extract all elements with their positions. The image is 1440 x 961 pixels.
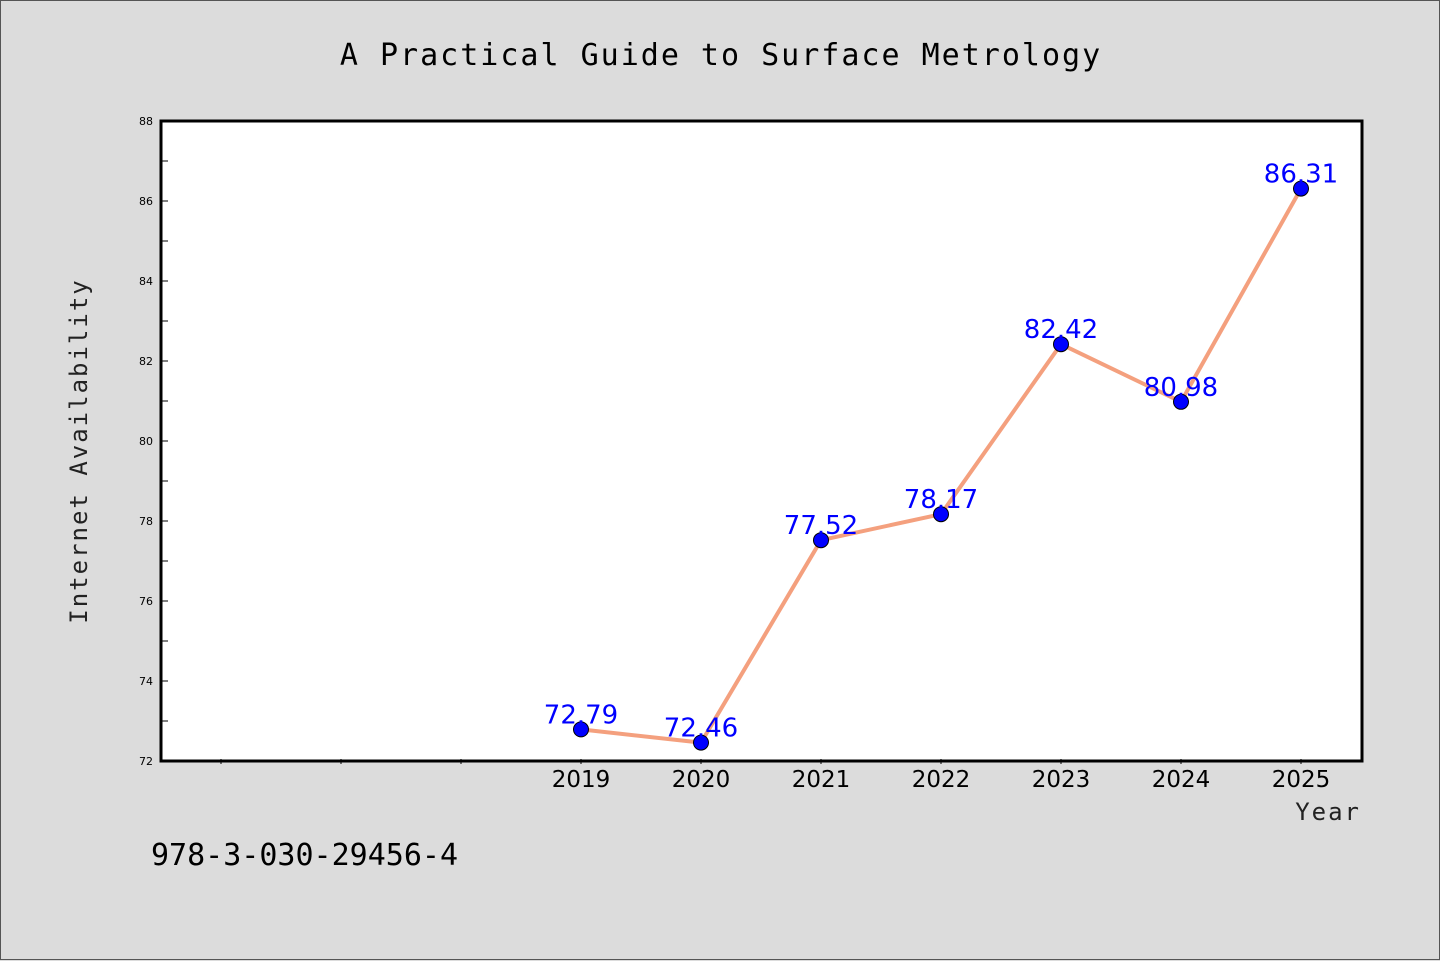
- data-point-2024: [1173, 393, 1189, 410]
- data-label-2019: 72.79: [544, 700, 618, 730]
- x-tick-label-2023: 2023: [1032, 767, 1091, 793]
- y-axis-ticks: 72 74 76 78 80 82 84 86 88: [139, 115, 168, 768]
- data-labels: 72.79 72.46 77.52 78.17 82.42 80.98 86.31: [544, 160, 1338, 744]
- data-points: [573, 180, 1309, 751]
- y-tick-label-88: 88: [139, 115, 153, 128]
- x-tick-label-2025: 2025: [1272, 767, 1331, 793]
- data-point-2022: [933, 506, 949, 523]
- data-label-2023: 82.42: [1024, 315, 1098, 345]
- x-tick-label-2020: 2020: [672, 767, 731, 793]
- x-tick-label-2019: 2019: [552, 767, 611, 793]
- x-tick-label-2024: 2024: [1152, 767, 1211, 793]
- data-label-2022: 78.17: [904, 485, 978, 515]
- plot-area: [159, 119, 1364, 763]
- y-tick-label-72: 72: [139, 755, 153, 768]
- data-point-2025: [1293, 180, 1309, 197]
- data-point-2020: [693, 734, 709, 751]
- data-label-2024: 80.98: [1144, 373, 1218, 403]
- data-label-2020: 72.46: [664, 714, 738, 744]
- y-tick-label-78: 78: [139, 515, 153, 528]
- y-axis-label: Internet Availability: [65, 278, 93, 623]
- x-tick-label-2022: 2022: [912, 767, 971, 793]
- y-tick-label-76: 76: [139, 595, 153, 608]
- data-label-2021: 77.52: [784, 511, 858, 541]
- y-tick-label-80: 80: [139, 435, 153, 448]
- data-point-2021: [813, 532, 829, 549]
- data-point-2023: [1053, 336, 1069, 353]
- y-tick-label-84: 84: [139, 275, 153, 288]
- isbn-text: 978-3-030-29456-4: [151, 838, 458, 873]
- x-axis-label: Year: [1295, 798, 1361, 826]
- x-tick-label-2021: 2021: [792, 767, 851, 793]
- data-point-2019: [573, 721, 589, 738]
- chart-title: A Practical Guide to Surface Metrology: [340, 38, 1102, 73]
- data-label-2025: 86.31: [1264, 160, 1338, 190]
- y-tick-label-86: 86: [139, 195, 153, 208]
- y-tick-label-82: 82: [139, 355, 153, 368]
- x-axis-ticks: 2019 2020 2021 2022 2023 2024 2025: [220, 759, 1331, 793]
- y-tick-label-74: 74: [139, 675, 153, 688]
